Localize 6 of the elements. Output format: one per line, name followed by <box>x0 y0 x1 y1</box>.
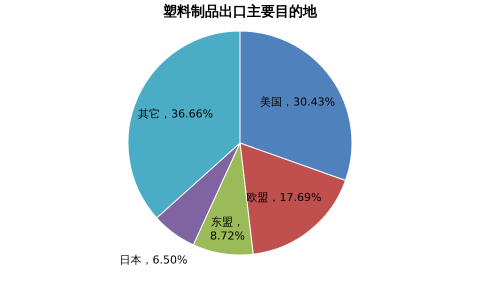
slice-label: 欧盟，17.69% <box>246 191 322 204</box>
slice-label: 东盟，8.72% <box>210 216 245 243</box>
slice-label: 日本，6.50% <box>120 254 188 267</box>
chart-title: 塑料制品出口主要目的地 <box>162 3 318 20</box>
slice-label: 美国，30.43% <box>260 95 336 108</box>
slice-label: 其它，36.66% <box>138 107 214 120</box>
